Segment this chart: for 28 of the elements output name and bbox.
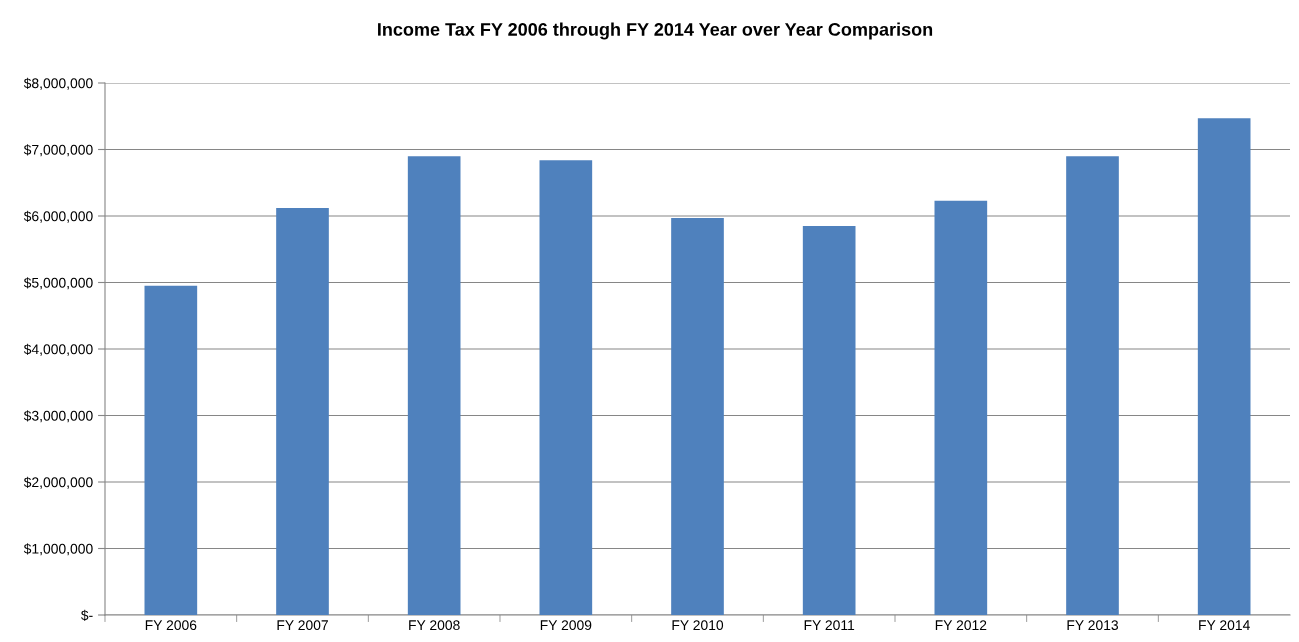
bar xyxy=(1197,118,1251,615)
y-tick-label: $6,000,000 xyxy=(23,210,93,223)
bar xyxy=(276,208,329,615)
bar xyxy=(539,160,593,615)
bar xyxy=(1066,156,1119,615)
y-tick-label: $4,000,000 xyxy=(23,343,93,356)
x-tick-label: FY 2012 xyxy=(935,620,987,631)
chart-title: Income Tax FY 2006 through FY 2014 Year over Year Comparison xyxy=(378,22,933,40)
y-tick-label: $1,000,000 xyxy=(23,543,93,556)
bar xyxy=(407,156,461,615)
y-tick-label: $2,000,000 xyxy=(23,476,93,489)
bar xyxy=(934,200,988,615)
x-tick-label: FY 2014 xyxy=(1199,620,1250,631)
x-tick-label: FY 2006 xyxy=(145,620,197,631)
x-tick-label: FY 2010 xyxy=(672,620,724,631)
y-tick-label: $5,000,000 xyxy=(23,277,93,290)
x-tick-label: FY 2007 xyxy=(277,620,328,631)
x-tick-label: FY 2013 xyxy=(1067,620,1119,631)
bar xyxy=(802,225,856,615)
x-tick-label: FY 2008 xyxy=(409,620,460,631)
bar xyxy=(671,218,724,615)
x-tick-label: FY 2009 xyxy=(540,620,592,631)
y-tick-label: $3,000,000 xyxy=(23,410,93,423)
bar xyxy=(144,285,198,615)
y-tick-label: $- xyxy=(81,609,93,621)
y-tick-label: $8,000,000 xyxy=(23,77,93,90)
x-tick-label: FY 2011 xyxy=(804,620,855,631)
y-tick-label: $7,000,000 xyxy=(23,144,93,157)
